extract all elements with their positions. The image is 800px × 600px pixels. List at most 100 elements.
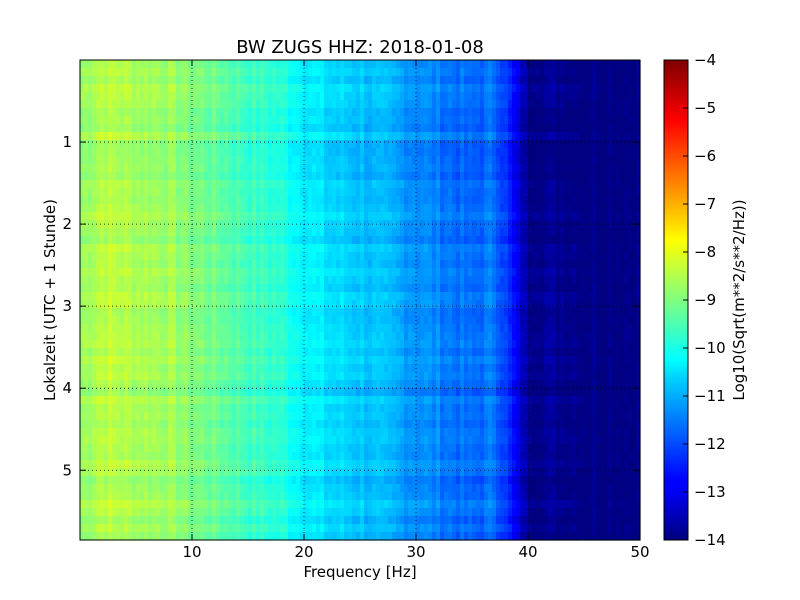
heatmap-cell [296,532,301,541]
heatmap-cell [400,356,405,365]
heatmap-cell [280,244,285,253]
heatmap-cell [224,60,229,69]
heatmap-cell [248,204,253,213]
heatmap-cell [204,524,209,533]
heatmap-cell [336,60,341,69]
heatmap-cell [116,428,121,437]
heatmap-cell [96,532,101,541]
heatmap-cell [392,380,397,389]
heatmap-cell [164,140,169,149]
heatmap-cell [100,516,105,525]
heatmap-cell [336,156,341,165]
heatmap-cell [352,284,357,293]
heatmap-cell [164,188,169,197]
heatmap-cell [324,228,329,237]
heatmap-cell [280,492,285,501]
heatmap-cell [304,276,309,285]
heatmap-cell [368,188,373,197]
heatmap-cell [280,396,285,405]
heatmap-cell [224,372,229,381]
heatmap-cell [160,212,165,221]
heatmap-cell [160,164,165,173]
heatmap-cell [204,364,209,373]
heatmap-cell [152,484,157,493]
heatmap-cell [200,316,205,325]
heatmap-cell [336,500,341,509]
heatmap-cell [172,92,177,101]
heatmap-cell [388,316,393,325]
heatmap-cell [180,396,185,405]
heatmap-cell [284,244,289,253]
heatmap-cell [180,108,185,117]
heatmap-cell [316,84,321,93]
heatmap-cell [252,156,257,165]
heatmap-cell [280,268,285,277]
heatmap-cell [108,68,113,77]
heatmap-cell [224,244,229,253]
heatmap-cell [220,444,225,453]
heatmap-cell [112,220,117,229]
heatmap-cell [244,132,249,141]
heatmap-cell [144,300,149,309]
heatmap-cell [180,356,185,365]
heatmap-cell [128,468,133,477]
heatmap-cell [96,284,101,293]
heatmap-cell [96,68,101,77]
heatmap-cell [364,500,369,509]
heatmap-cell [108,500,113,509]
heatmap-cell [328,148,333,157]
heatmap-cell [120,204,125,213]
heatmap-cell [348,316,353,325]
heatmap-cell [152,516,157,525]
heatmap-cell [384,84,389,93]
heatmap-cell [320,260,325,269]
heatmap-cell [280,348,285,357]
heatmap-cell [236,212,241,221]
heatmap-cell [284,124,289,133]
heatmap-cell [144,332,149,341]
heatmap-cell [92,180,97,189]
heatmap-cell [344,284,349,293]
heatmap-cell [216,116,221,125]
heatmap-cell [400,444,405,453]
heatmap-cell [372,452,377,461]
heatmap-cell [312,372,317,381]
heatmap-cell [408,500,413,509]
heatmap-cell [104,332,109,341]
heatmap-cell [332,532,337,541]
heatmap-cell [284,188,289,197]
heatmap-cell [332,220,337,229]
heatmap-cell [228,92,233,101]
heatmap-cell [308,108,313,117]
heatmap-cell [232,252,237,261]
heatmap-cell [388,324,393,333]
heatmap-cell [292,388,297,397]
heatmap-cell [324,508,329,517]
heatmap-cell [124,124,129,133]
heatmap-cell [352,276,357,285]
heatmap-cell [244,484,249,493]
heatmap-cell [160,372,165,381]
heatmap-cell [364,460,369,469]
heatmap-cell [332,348,337,357]
heatmap-cell [92,316,97,325]
heatmap-cell [256,180,261,189]
heatmap-cell [172,492,177,501]
heatmap-cell [264,356,269,365]
heatmap-cell [280,324,285,333]
heatmap-cell [360,140,365,149]
heatmap-cell [236,276,241,285]
heatmap-cell [88,476,93,485]
heatmap-cell [84,228,89,237]
heatmap-cell [408,228,413,237]
heatmap-cell [276,268,281,277]
heatmap-cell [312,116,317,125]
heatmap-cell [360,508,365,517]
heatmap-cell [212,516,217,525]
heatmap-cell [144,84,149,93]
heatmap-cell [164,268,169,277]
heatmap-cell [220,372,225,381]
heatmap-cell [344,516,349,525]
heatmap-cell [108,76,113,85]
heatmap-cell [84,260,89,269]
